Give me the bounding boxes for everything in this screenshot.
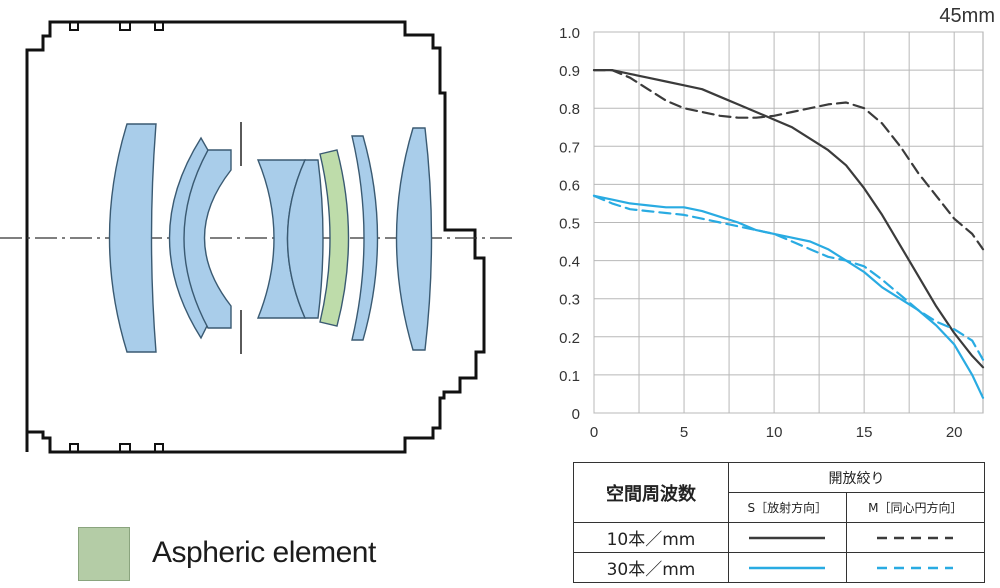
y-tick-label: 0.7 xyxy=(559,139,580,156)
y-tick-label: 1.0 xyxy=(559,25,580,42)
legend-line-10-sagittal xyxy=(728,522,847,553)
lens-element-7 xyxy=(351,135,379,341)
x-tick-label: 10 xyxy=(766,424,783,441)
table-header-sagittal: S［放射方向］ xyxy=(728,492,847,523)
legend-line-30-meridional xyxy=(845,552,986,583)
table-header-wide-open: 開放絞り xyxy=(728,462,985,493)
table-row-label-30: 30本／mm xyxy=(573,552,729,583)
y-tick-label: 0.8 xyxy=(559,101,580,118)
aspheric-legend-swatch xyxy=(78,527,130,581)
mount-notches xyxy=(69,22,164,452)
aspheric-legend-label: Aspheric element xyxy=(152,536,376,569)
y-tick-label: 0.6 xyxy=(559,177,580,194)
x-tick-label: 20 xyxy=(946,424,963,441)
x-tick-label: 15 xyxy=(856,424,873,441)
lens-element-5 xyxy=(286,159,324,319)
x-tick-label: 5 xyxy=(680,424,688,441)
lens-cross-section-diagram xyxy=(0,20,515,454)
table-row: 10本／mm xyxy=(573,522,986,553)
legend-line-30-sagittal xyxy=(728,552,847,583)
lens-element-8 xyxy=(395,127,433,351)
lens-element-3 xyxy=(183,149,232,329)
y-tick-label: 0.4 xyxy=(559,254,580,271)
mtf-legend-table: 空間周波数 開放絞り S［放射方向］ M［同心円方向］ 10本／mm 30本／m… xyxy=(573,462,986,583)
legend-line-10-meridional xyxy=(845,522,986,553)
y-tick-label: 0.1 xyxy=(559,368,580,385)
y-tick-label: 0.9 xyxy=(559,63,580,80)
table-row: 30本／mm xyxy=(573,552,986,583)
table-row-label-10: 10本／mm xyxy=(573,522,729,553)
table-header-meridional: M［同心円方向］ xyxy=(845,492,986,523)
mtf-series-line-4 xyxy=(592,194,985,361)
lens-element-1 xyxy=(108,123,157,353)
table-header-spatial-frequency: 空間周波数 xyxy=(573,462,729,523)
mtf-series-line-2 xyxy=(592,68,985,251)
mtf-chart: 0 0.1 0.2 0.3 0.4 0.5 0.6 0.7 0.8 0.9 1.0 0 5 10 15 20 4… xyxy=(559,5,995,441)
x-tick-label: 0 xyxy=(590,424,598,441)
y-tick-label: 0.5 xyxy=(559,216,580,233)
lens-barrel-outline xyxy=(25,20,486,454)
y-tick-label: 0 xyxy=(572,406,580,423)
chart-title: 45mm xyxy=(939,5,995,27)
mtf-series-line-1 xyxy=(592,68,985,369)
y-tick-label: 0.2 xyxy=(559,330,580,347)
y-tick-label: 0.3 xyxy=(559,292,580,309)
lens-element-aspheric xyxy=(319,149,350,327)
